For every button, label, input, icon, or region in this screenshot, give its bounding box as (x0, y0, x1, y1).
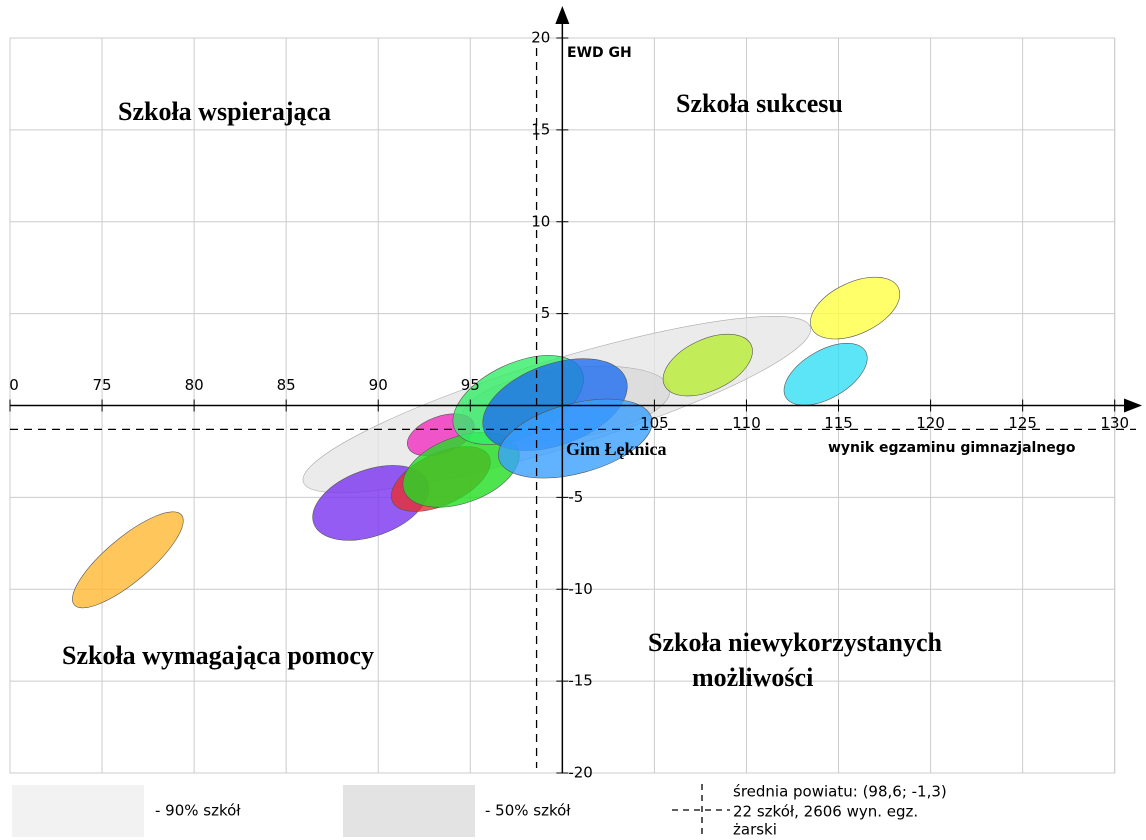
mean-label: średnia powiatu: (98,6; -1,3) (733, 783, 947, 801)
legend-label: - 90% szkół (155, 802, 241, 820)
x-tick-label: 105 (640, 414, 669, 432)
school-ellipse (810, 276, 901, 340)
quadrant-label: możliwości (692, 663, 813, 692)
y-tick-label: 5 (541, 304, 551, 322)
mean-legend-symbol (672, 784, 730, 836)
x-tick-label: 95 (461, 376, 480, 394)
y-tick-label: -10 (568, 580, 593, 598)
mean-label: 22 szkół, 2606 wyn. egz. (733, 803, 918, 821)
y-tick-label: 15 (531, 120, 550, 138)
y-axis-title: EWD GH (567, 45, 632, 61)
legend-label: - 50% szkół (485, 802, 571, 820)
x-tick-label: 125 (1008, 414, 1037, 432)
x-axis-title: wynik egzaminu gimnazjalnego (828, 440, 1076, 456)
school-ellipse (662, 333, 753, 397)
x-tick-label: 80 (185, 376, 204, 394)
x-tick-label: 130 (1100, 414, 1129, 432)
x-tick-label: 110 (732, 414, 761, 432)
x-axis-arrow (1124, 398, 1142, 413)
y-tick-label: -20 (568, 764, 593, 782)
y-axis-arrow (555, 6, 570, 24)
quadrant-label: Szkoła wspierająca (118, 97, 331, 126)
x-tick-label: 85 (277, 376, 296, 394)
quadrant-label: Szkoła wymagająca pomocy (62, 641, 374, 670)
quadrant-label: Szkoła niewykorzystanych (648, 628, 943, 657)
x-tick-label: 120 (916, 414, 945, 432)
y-tick-label: -5 (568, 488, 583, 506)
school-ellipse (72, 511, 184, 609)
y-tick-label: -15 (568, 672, 593, 690)
x-tick-label: 75 (93, 376, 112, 394)
x-tick-label: 0 (9, 376, 19, 394)
school-ellipse (783, 343, 868, 406)
school-label: Gim Łęknica (566, 439, 667, 459)
legend-swatch (343, 785, 475, 837)
mean-label: żarski (733, 821, 777, 839)
y-tick-label: 20 (531, 29, 550, 47)
quadrant-label: Szkoła sukcesu (676, 89, 843, 118)
y-tick-label: 10 (531, 212, 550, 230)
x-tick-label: 115 (824, 414, 853, 432)
legend-swatch (12, 785, 144, 837)
x-tick-label: 90 (369, 376, 388, 394)
